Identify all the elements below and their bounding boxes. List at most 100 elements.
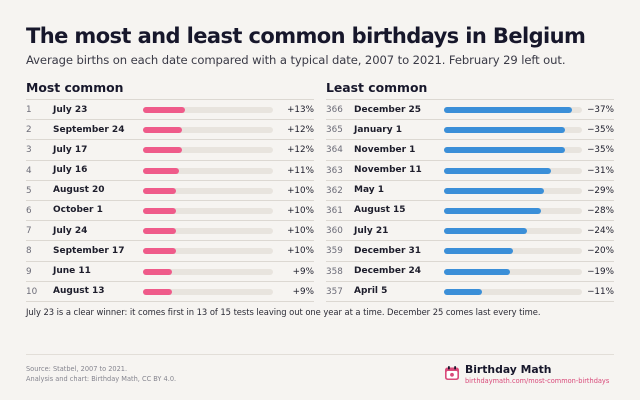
value-label: +10% [287, 185, 314, 196]
date-label: January 1 [354, 124, 403, 135]
bar-track [444, 268, 582, 275]
brand: Birthday Math birthdaymath.com/most-comm… [444, 363, 614, 387]
bar-track [143, 268, 273, 275]
rank-label: 5 [26, 185, 32, 196]
rank-label: 366 [326, 105, 343, 115]
date-label: August 20 [53, 185, 105, 196]
value-label: +9% [292, 286, 314, 297]
bar-track [143, 187, 273, 194]
bar [143, 228, 176, 235]
rank-label: 3 [26, 145, 32, 156]
bar [143, 288, 173, 295]
date-label: October 1 [53, 205, 103, 216]
date-label: August 15 [354, 205, 406, 216]
date-label: November 1 [354, 144, 416, 155]
value-label: −20% [587, 246, 614, 257]
bar [143, 107, 186, 113]
bar-track [444, 147, 582, 154]
value-label: +10% [287, 205, 314, 216]
date-label: July 16 [53, 165, 88, 176]
most-common-title: Most common [26, 80, 124, 95]
footer-divider [26, 354, 614, 355]
chart-row: 9 June 11 +9% [26, 262, 314, 282]
brand-link[interactable]: birthdaymath.com/most-common-birthdays [465, 377, 610, 385]
chart-row: 364 November 1 −35% [326, 140, 614, 161]
bar-track [143, 207, 273, 214]
value-label: −29% [587, 185, 614, 196]
chart-row: 358 December 24 −19% [326, 262, 614, 282]
value-label: +12% [287, 125, 314, 136]
date-label: September 24 [53, 124, 125, 135]
most-common-panel: Most common 1 July 23 +13% 2 September 24 +12… [26, 80, 314, 302]
bar [143, 207, 176, 214]
value-label: −35% [587, 125, 614, 136]
chart-row: 360 July 21 −24% [326, 221, 614, 242]
bar [444, 288, 482, 295]
value-label: −31% [587, 165, 614, 176]
bar [444, 127, 565, 134]
chart-row: 10 August 13 +9% [26, 282, 314, 302]
date-label: August 13 [53, 286, 105, 297]
chart-row: 366 December 25 −37% [326, 100, 614, 121]
rank-label: 357 [326, 286, 343, 297]
chart-row: 2 September 24 +12% [26, 120, 314, 141]
date-label: September 17 [53, 245, 125, 256]
bar-track [444, 207, 582, 214]
rank-label: 2 [26, 125, 32, 136]
value-label: +13% [287, 105, 314, 115]
chart-subtitle: Average births on each date compared wit… [26, 53, 566, 67]
chart-row: 363 November 11 −31% [326, 161, 614, 181]
chart-row: 7 July 24 +10% [26, 221, 314, 242]
least-common-title: Least common [326, 80, 428, 95]
bar [143, 127, 182, 134]
chart-row: 365 January 1 −35% [326, 120, 614, 141]
rank-label: 363 [326, 165, 343, 176]
most-common-list: 1 July 23 +13% 2 September 24 +12% 3 July 17 +12… [26, 99, 314, 302]
chart-row: 362 May 1 −29% [326, 181, 614, 201]
rank-label: 360 [326, 226, 343, 237]
value-label: +11% [287, 165, 314, 176]
rank-label: 9 [26, 266, 32, 277]
rank-label: 359 [326, 246, 343, 257]
credit-line: Analysis and chart: Birthday Math, CC BY… [26, 375, 177, 383]
date-label: July 17 [53, 144, 88, 155]
value-label: −37% [587, 105, 614, 115]
bar-track [444, 187, 582, 194]
value-label: −35% [587, 145, 614, 156]
chart-row: 6 October 1 +10% [26, 201, 314, 222]
chart-row: 5 August 20 +10% [26, 181, 314, 201]
calendar-icon [445, 366, 459, 380]
value-label: −11% [587, 286, 614, 297]
chart-row: 361 August 15 −28% [326, 201, 614, 222]
bar-track [143, 288, 273, 295]
value-label: +9% [292, 266, 314, 277]
date-label: June 11 [53, 266, 91, 276]
bar [444, 147, 565, 154]
bar-track [143, 127, 273, 134]
least-common-list: 366 December 25 −37% 365 January 1 −35% 364 Nov… [326, 99, 614, 302]
chart-row: 1 July 23 +13% [26, 100, 314, 121]
value-label: −28% [587, 205, 614, 216]
rank-label: 361 [326, 205, 343, 216]
bar [143, 248, 176, 255]
chart-row: 357 April 5 −11% [326, 282, 614, 302]
rank-label: 8 [26, 246, 32, 257]
bar-track [444, 107, 582, 113]
source-line: Source: Statbel, 2007 to 2021. [26, 365, 128, 373]
rank-label: 4 [26, 165, 32, 176]
rank-label: 7 [26, 226, 32, 237]
least-common-panel: Least common 366 December 25 −37% 365 Januar… [326, 80, 614, 302]
rank-label: 6 [26, 205, 32, 216]
chart-columns: Most common 1 July 23 +13% 2 September 24 +12… [26, 80, 614, 302]
bar-track [444, 167, 582, 174]
bar [143, 167, 179, 174]
date-label: April 5 [354, 286, 388, 297]
value-label: +10% [287, 246, 314, 257]
chart-row: 8 September 17 +10% [26, 241, 314, 262]
bar [444, 107, 572, 113]
bar [444, 248, 513, 255]
bar [444, 167, 551, 174]
chart-row: 4 July 16 +11% [26, 161, 314, 181]
date-label: December 31 [354, 245, 422, 256]
bar-track [444, 127, 582, 134]
